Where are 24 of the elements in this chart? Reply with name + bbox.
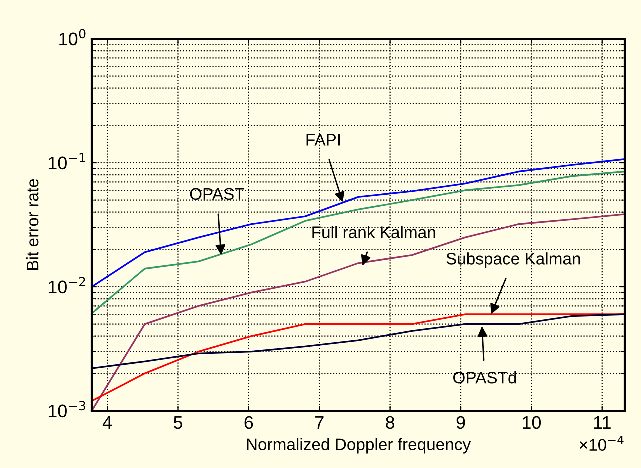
x-tick-label: 10 xyxy=(523,416,542,430)
text: ×10$^{−4}$ xyxy=(580,436,624,452)
y-tick-label: 10$^{0}$ xyxy=(60,29,86,46)
line-series xyxy=(92,170,625,314)
x-tick-label: 11 xyxy=(594,416,611,429)
line-series xyxy=(92,158,625,288)
annotation: FAPI xyxy=(306,134,340,146)
y-tick-label: 10$^{−1}$ xyxy=(48,153,86,170)
x-tick-label: 6 xyxy=(244,416,254,430)
y-tick-label: 10$^{−2}$ xyxy=(48,277,86,294)
x-tick-label: 5 xyxy=(174,416,183,430)
y-tick-label: 10$^{−3}$ xyxy=(48,401,86,418)
x-tick-label: 8 xyxy=(386,416,395,430)
annotation: OPAST xyxy=(190,188,244,200)
line-series xyxy=(92,314,625,370)
y-axis-title: Bit error rate xyxy=(26,179,39,270)
annotation: Subspace Kalman xyxy=(446,252,580,268)
x-axis-title: Normalized Doppler frequency xyxy=(247,438,472,454)
annotation: Full rank Kalman xyxy=(312,226,436,238)
annotation: OPASTd xyxy=(454,372,516,384)
x-tick-label: 4 xyxy=(102,416,112,429)
x-tick-label: 9 xyxy=(456,416,466,430)
x-tick-label: 7 xyxy=(316,416,324,429)
line-series xyxy=(92,314,625,402)
